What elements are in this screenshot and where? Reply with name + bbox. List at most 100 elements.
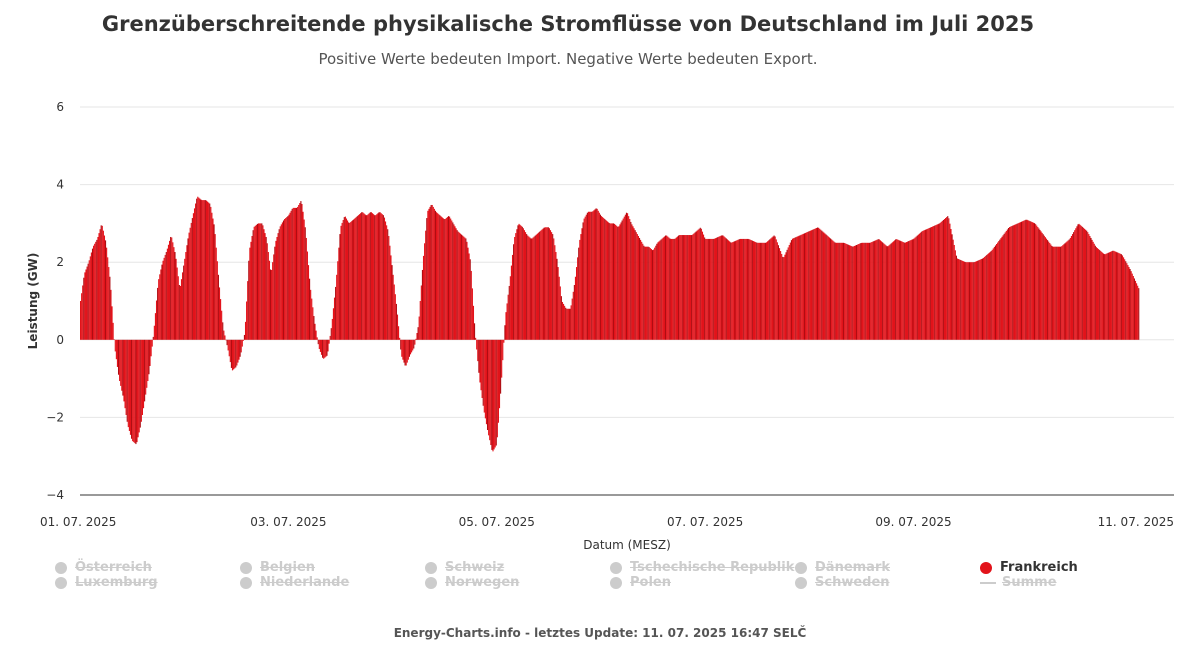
bar[interactable] (468, 253, 470, 340)
bar[interactable] (644, 246, 646, 340)
bar[interactable] (775, 239, 777, 340)
bar[interactable] (1106, 253, 1108, 340)
bar[interactable] (982, 257, 985, 340)
bar[interactable] (1096, 248, 1099, 340)
bar[interactable] (1120, 254, 1122, 340)
bar[interactable] (853, 245, 855, 340)
bar[interactable] (871, 242, 873, 340)
bar[interactable] (204, 200, 206, 340)
bar[interactable] (1133, 278, 1135, 340)
bar[interactable] (739, 238, 742, 340)
bar[interactable] (867, 242, 870, 340)
bar[interactable] (812, 229, 814, 340)
bar[interactable] (735, 240, 737, 340)
bar[interactable] (1056, 246, 1058, 340)
bar[interactable] (834, 242, 836, 340)
bar[interactable] (971, 262, 973, 340)
bar[interactable] (129, 339, 132, 435)
bar[interactable] (477, 339, 479, 362)
bar[interactable] (793, 238, 795, 340)
bar[interactable] (286, 217, 288, 340)
bar[interactable] (848, 244, 850, 340)
bar[interactable] (928, 228, 930, 340)
bar[interactable] (865, 242, 867, 340)
bar[interactable] (128, 339, 130, 431)
bar[interactable] (322, 339, 324, 358)
bar[interactable] (733, 241, 735, 340)
bar[interactable] (1073, 232, 1075, 340)
bar[interactable] (193, 208, 196, 340)
bar[interactable] (407, 339, 409, 360)
bar[interactable] (803, 233, 806, 340)
bar[interactable] (294, 207, 297, 340)
bar[interactable] (431, 204, 433, 340)
bar[interactable] (228, 339, 230, 357)
bar[interactable] (208, 202, 210, 340)
bar[interactable] (836, 242, 838, 340)
bar[interactable] (140, 339, 142, 422)
bar[interactable] (907, 241, 909, 340)
bar[interactable] (1032, 222, 1035, 340)
bar[interactable] (726, 239, 728, 340)
bar[interactable] (295, 207, 298, 340)
bar[interactable] (762, 242, 764, 340)
bar[interactable] (716, 237, 718, 340)
bar[interactable] (701, 231, 704, 340)
bar[interactable] (996, 244, 998, 340)
bar[interactable] (449, 216, 451, 340)
bar[interactable] (252, 230, 254, 340)
bar[interactable] (335, 286, 337, 340)
bar[interactable] (947, 216, 949, 340)
bar[interactable] (755, 242, 757, 340)
bar[interactable] (989, 252, 991, 340)
bar[interactable] (273, 254, 275, 340)
bar[interactable] (379, 212, 381, 340)
bar[interactable] (840, 242, 842, 340)
bar[interactable] (1035, 224, 1037, 340)
bar[interactable] (342, 220, 344, 340)
bar[interactable] (317, 339, 319, 345)
bar[interactable] (450, 218, 452, 340)
bar[interactable] (418, 316, 420, 340)
bar[interactable] (172, 242, 174, 340)
bar[interactable] (814, 228, 816, 340)
bar[interactable] (405, 339, 407, 366)
bar[interactable] (1082, 227, 1084, 340)
bar[interactable] (950, 228, 952, 340)
legend-item[interactable]: Tschechische Republik (610, 560, 794, 575)
bar[interactable] (991, 249, 993, 340)
bar[interactable] (693, 233, 695, 340)
bar[interactable] (428, 208, 430, 340)
bar[interactable] (623, 216, 625, 340)
bar[interactable] (621, 220, 623, 340)
bar[interactable] (564, 305, 566, 340)
bar[interactable] (510, 265, 513, 340)
bar[interactable] (1078, 223, 1080, 340)
bar[interactable] (866, 242, 868, 340)
bar[interactable] (679, 235, 681, 340)
bar[interactable] (592, 211, 594, 340)
bar[interactable] (1137, 285, 1139, 340)
bar[interactable] (444, 219, 446, 340)
bar[interactable] (666, 235, 668, 340)
bar[interactable] (598, 212, 600, 340)
bar[interactable] (454, 226, 456, 340)
bar[interactable] (965, 262, 967, 340)
bar[interactable] (658, 241, 660, 340)
bar[interactable] (1063, 244, 1065, 340)
bar[interactable] (377, 213, 379, 340)
bar[interactable] (904, 242, 906, 340)
legend-item[interactable]: Summe (980, 575, 1057, 590)
bar[interactable] (427, 210, 429, 340)
bar[interactable] (560, 296, 562, 340)
bar[interactable] (1128, 267, 1130, 340)
bar[interactable] (752, 241, 755, 340)
bar[interactable] (778, 248, 781, 340)
bar[interactable] (678, 235, 680, 340)
bar[interactable] (95, 241, 97, 340)
bar[interactable] (704, 237, 706, 340)
bar[interactable] (538, 232, 540, 340)
bar[interactable] (495, 339, 497, 446)
bar[interactable] (133, 339, 135, 443)
bar[interactable] (954, 250, 956, 340)
